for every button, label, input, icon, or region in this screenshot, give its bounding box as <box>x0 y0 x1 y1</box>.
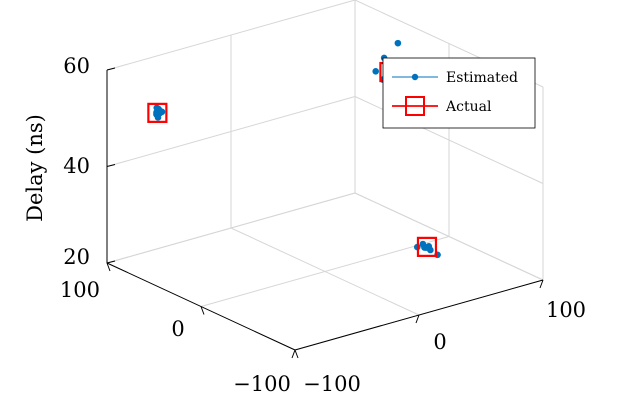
y-tick-label-100: 100 <box>60 278 100 302</box>
estimated-point-27 <box>427 246 434 254</box>
estimated-point-20 <box>372 67 380 75</box>
actual-point-2 <box>416 236 438 257</box>
x-tick-label-neg100: −100 <box>303 372 361 396</box>
y-tick-label-neg100: −100 <box>233 372 291 396</box>
estimated-point-9 <box>394 39 402 47</box>
z-tick-label-40: 40 <box>63 154 90 178</box>
z-tick-label-20: 20 <box>63 245 90 269</box>
legend-estimated-label: Estimated <box>446 70 518 86</box>
legend-actual-label: Actual <box>445 99 492 115</box>
legend-actual-marker <box>405 96 425 116</box>
z-tick <box>106 164 116 167</box>
axis-layer <box>106 67 544 359</box>
z-axis-label: Delay (ns) <box>23 114 47 222</box>
x-tick <box>291 349 296 359</box>
tick-labels: 20 40 60 100 0 −100 −100 0 100 <box>60 54 586 396</box>
grid-layer <box>106 0 544 351</box>
actual-point-0 <box>147 102 168 123</box>
x-tick <box>415 314 420 324</box>
z-tick <box>106 260 116 264</box>
z-tick-label-60: 60 <box>63 54 90 78</box>
legend-box <box>382 57 536 129</box>
legend: Estimated Actual <box>382 57 536 129</box>
grid-line-y <box>200 236 450 307</box>
legend-estimated-marker <box>411 73 419 81</box>
x-tick-label-100: 100 <box>546 298 586 322</box>
y-tick <box>294 349 299 359</box>
grid-line-y <box>106 192 356 264</box>
estimated-point-28 <box>419 240 427 248</box>
x-tick-label-0: 0 <box>433 330 446 354</box>
y-tick <box>106 262 111 272</box>
estimated-point-6 <box>153 111 160 118</box>
estimated-point-7 <box>158 108 166 116</box>
y-tick-label-0: 0 <box>171 317 184 341</box>
z-tick <box>106 67 116 71</box>
y-tick <box>200 306 205 315</box>
x-tick <box>539 279 544 289</box>
